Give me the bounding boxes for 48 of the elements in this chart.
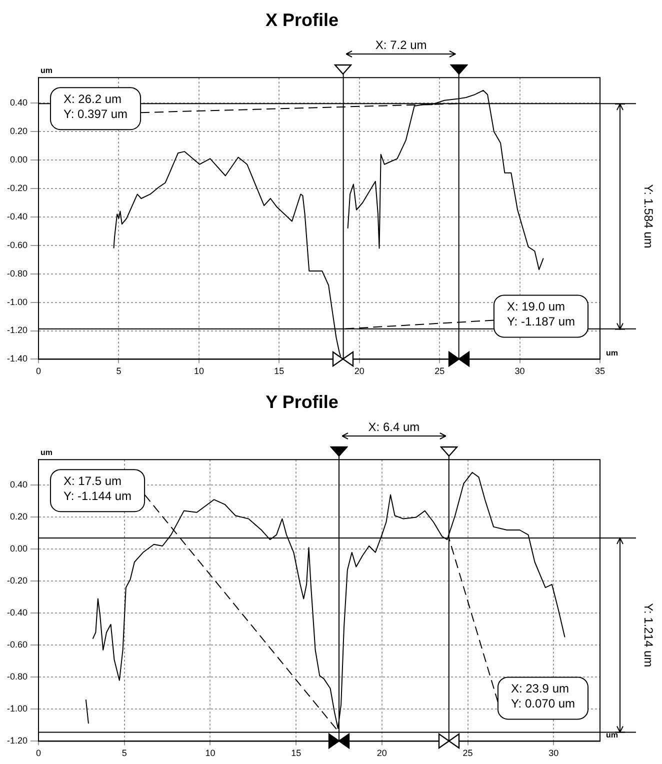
y-tick-label: -0.80 — [7, 268, 28, 278]
x-tick-label: 30 — [514, 366, 525, 376]
y-tick-label: -1.20 — [7, 736, 28, 746]
y-tick-label: -1.00 — [7, 704, 28, 714]
y-tick-label: -0.60 — [7, 640, 28, 650]
chart-title: X Profile — [265, 10, 339, 30]
y-tick-label: 0.00 — [10, 544, 28, 554]
y-tick-label: 0.20 — [10, 126, 28, 136]
y-tick-label: -1.00 — [7, 296, 28, 307]
y-tick-label: -1.40 — [7, 354, 28, 364]
text: Y: 1.214 um — [642, 603, 656, 668]
y-axis-title: um — [40, 448, 53, 457]
x-tick-label: 20 — [376, 748, 387, 758]
y-tick-label: -0.60 — [7, 240, 28, 250]
y-axis-title: um — [40, 66, 53, 75]
x-tick-label: 0 — [36, 748, 42, 758]
text: X: 6.4 um — [368, 420, 420, 434]
x-tick-label: 10 — [194, 366, 204, 376]
y-tick-label: -0.40 — [7, 608, 28, 618]
x-tick-label: 30 — [548, 748, 559, 758]
chart-title: Y Profile — [266, 392, 338, 412]
annotation: X: 19.0 um Y: -1.187 um — [506, 300, 576, 329]
x-tick-label: 5 — [122, 748, 127, 758]
annotation: X: 17.5 um Y: -1.144 um — [64, 474, 132, 503]
x-tick-label: 15 — [274, 366, 284, 376]
y-tick-label: 0.40 — [10, 98, 28, 108]
x-axis-title: um — [606, 730, 618, 740]
x-tick-label: 10 — [205, 748, 216, 758]
x-tick-label: 0 — [36, 366, 42, 376]
x-tick-label: 25 — [434, 366, 445, 376]
y-tick-label: 0.40 — [10, 480, 28, 490]
annotation: X: 23.9 um Y: 0.070 um — [510, 682, 576, 711]
text: Y: 1.584 um — [642, 184, 656, 248]
x-axis-title: um — [606, 348, 618, 358]
x-tick-label: 25 — [462, 748, 473, 758]
y-tick-label: 0.00 — [10, 154, 28, 165]
y-tick-label: -0.20 — [7, 183, 28, 194]
y-tick-label: -0.80 — [7, 672, 28, 682]
x-tick-label: 5 — [116, 366, 122, 376]
x-tick-label: 15 — [291, 748, 302, 758]
text: X: 7.2 um — [375, 38, 427, 52]
y-tick-label: -0.20 — [7, 576, 28, 586]
x-tick-label: 20 — [354, 366, 364, 376]
y-tick-label: -1.20 — [7, 325, 28, 336]
y-tick-label: 0.20 — [10, 512, 28, 522]
x-tick-label: 35 — [594, 366, 606, 376]
annotation: X: 26.2 um Y: 0.397 um — [64, 92, 128, 121]
y-tick-label: -0.40 — [7, 211, 28, 222]
